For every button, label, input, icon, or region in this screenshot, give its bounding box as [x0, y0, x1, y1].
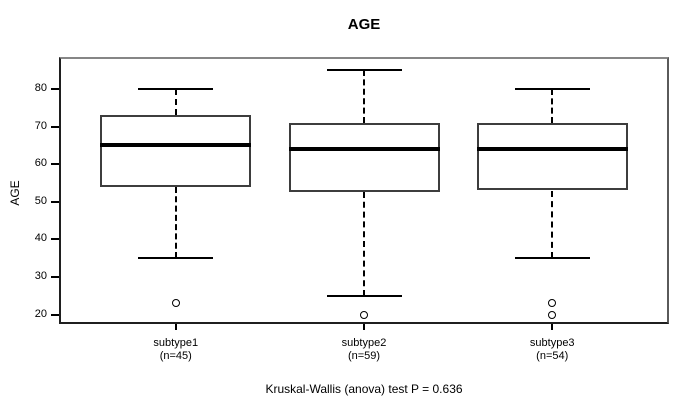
y-axis-tick-label: 70 [34, 119, 47, 132]
y-axis-tick-label: 20 [34, 307, 47, 320]
group-n-label: (n=54) [536, 350, 569, 362]
chart-title: AGE [347, 16, 381, 33]
whisker-upper [174, 88, 177, 116]
whisker-cap-lower [138, 257, 214, 260]
group-label: subtype2 [341, 337, 387, 349]
boxplot-box [100, 115, 252, 187]
group-n-label: (n=59) [347, 350, 381, 362]
y-axis-tick [51, 87, 59, 90]
y-axis-tick-label: 60 [34, 157, 47, 170]
whisker-cap-upper [138, 87, 214, 90]
whisker-upper [363, 70, 365, 123]
group-label: subtype1 [153, 337, 199, 349]
whisker-lower [174, 186, 177, 259]
whisker-cap-lower [514, 257, 590, 260]
outlier-point [171, 299, 180, 308]
whisker-lower [551, 190, 554, 259]
stat-test-annotation: Kruskal-Wallis (anova) test P = 0.636 [265, 382, 463, 396]
y-axis-title: AGE [8, 180, 22, 206]
y-axis-tick [51, 275, 59, 278]
y-axis-tick-label: 50 [34, 194, 47, 207]
whisker-upper [551, 88, 554, 123]
x-axis-tick [363, 324, 365, 330]
whisker-cap-upper [514, 87, 590, 90]
median-line [100, 143, 252, 148]
x-axis-tick [551, 324, 554, 330]
y-axis-tick [51, 313, 59, 316]
group-label: subtype3 [529, 337, 575, 349]
x-axis-tick [174, 324, 177, 330]
outlier-point [360, 310, 368, 319]
y-axis-tick-label: 30 [34, 269, 47, 282]
outlier-point [548, 310, 557, 319]
y-axis-tick [51, 125, 59, 128]
median-line [288, 147, 440, 152]
whisker-lower [363, 192, 365, 296]
boxplot-box [288, 122, 440, 193]
outlier-point [548, 299, 557, 308]
group-n-label: (n=45) [159, 350, 192, 362]
whisker-cap-upper [326, 69, 402, 72]
y-axis-tick-label: 80 [34, 81, 47, 94]
y-axis-tick [51, 163, 59, 166]
median-line [476, 147, 628, 152]
boxplot-box [476, 122, 628, 191]
y-axis-tick [51, 200, 59, 203]
whisker-cap-lower [326, 294, 402, 297]
y-axis-tick [51, 238, 59, 241]
y-axis-tick-label: 40 [34, 232, 47, 245]
